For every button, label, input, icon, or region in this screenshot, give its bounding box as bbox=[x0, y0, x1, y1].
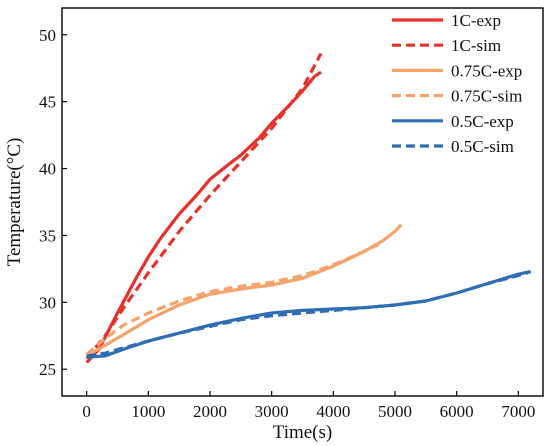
y-axis-title: Temperature(°C) bbox=[4, 138, 25, 267]
x-tick-label: 0 bbox=[82, 402, 91, 421]
x-axis-title: Time(s) bbox=[273, 422, 332, 443]
y-axis: 25 30 35 40 45 50 bbox=[39, 26, 67, 379]
legend: 1C-exp 1C-sim 0.75C-exp 0.75C-sim 0.5C-exp 0.… bbox=[392, 11, 522, 156]
legend-label: 1C-sim bbox=[451, 36, 501, 55]
x-tick-label: 2000 bbox=[193, 402, 227, 421]
x-tick-label: 4000 bbox=[316, 402, 350, 421]
series-line-0-5c-exp bbox=[86, 270, 532, 359]
y-tick-label: 40 bbox=[39, 160, 56, 179]
x-tick-label: 7000 bbox=[501, 402, 535, 421]
x-tick-label: 3000 bbox=[255, 402, 289, 421]
series-line-0-75c-sim bbox=[85, 240, 384, 356]
y-tick-label: 30 bbox=[39, 293, 56, 312]
plot-frame bbox=[61, 7, 544, 397]
series-line-0-5c-sim bbox=[86, 270, 532, 358]
series-line-0-75c-exp bbox=[85, 223, 403, 358]
legend-label: 0.75C-sim bbox=[451, 87, 522, 106]
x-tick-label: 5000 bbox=[378, 402, 412, 421]
legend-label: 0.75C-exp bbox=[451, 61, 522, 80]
series-layer bbox=[85, 52, 532, 364]
legend-label: 0.5C-sim bbox=[451, 137, 514, 156]
series-line-1c-sim bbox=[85, 52, 323, 360]
y-tick-label: 35 bbox=[39, 226, 56, 245]
plot-area bbox=[61, 7, 544, 397]
x-axis: 0 1000 2000 3000 4000 5000 6000 7000 bbox=[82, 391, 535, 421]
y-tick-label: 25 bbox=[39, 360, 56, 379]
y-tick-label: 45 bbox=[39, 93, 56, 112]
legend-label: 0.5C-exp bbox=[451, 112, 514, 131]
legend-label: 1C-exp bbox=[451, 11, 501, 30]
x-tick-label: 1000 bbox=[131, 402, 165, 421]
y-tick-label: 50 bbox=[39, 26, 56, 45]
series-line-1c-exp bbox=[85, 70, 322, 364]
x-tick-label: 6000 bbox=[440, 402, 474, 421]
